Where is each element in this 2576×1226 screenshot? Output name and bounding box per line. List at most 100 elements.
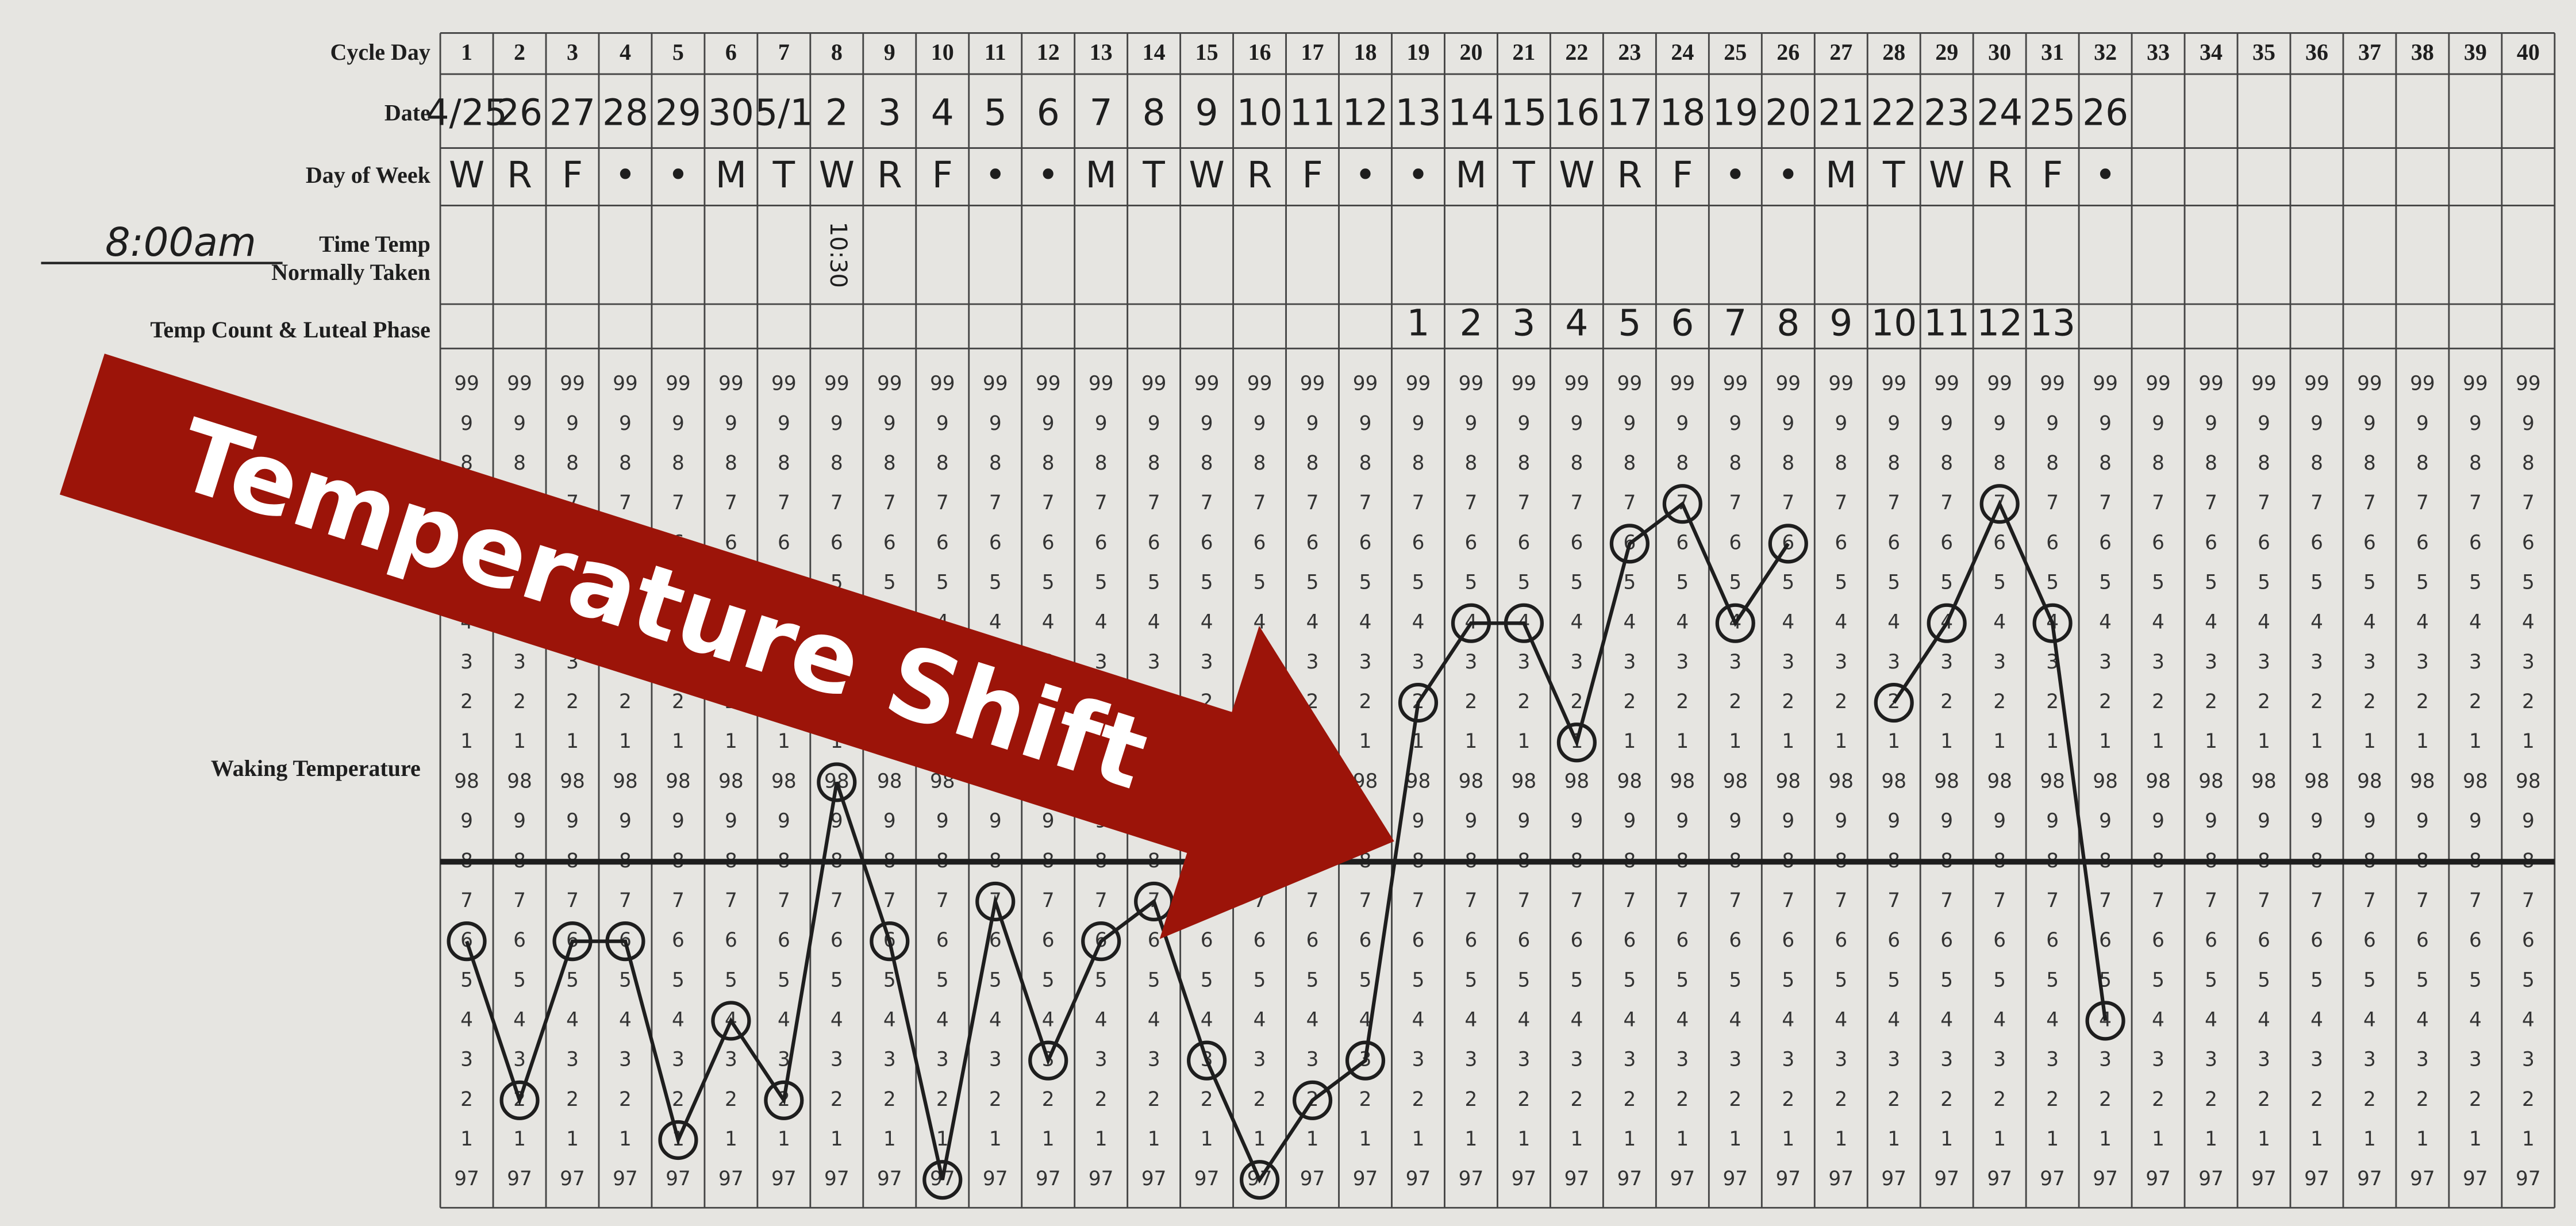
y-tick-label: 1 — [1623, 1128, 1636, 1151]
y-tick-label: 6 — [1518, 929, 1531, 952]
y-tick-label: 9 — [1623, 412, 1636, 435]
y-tick-label: 6 — [1465, 929, 1478, 952]
y-tick-label: 7 — [989, 491, 1002, 514]
y-tick-label: 6 — [989, 531, 1002, 554]
y-tick-label: 99 — [1247, 372, 1272, 395]
y-tick-label: 5 — [1412, 968, 1425, 991]
y-tick-label: 6 — [1148, 531, 1160, 554]
y-tick-label: 6 — [883, 531, 896, 554]
y-tick-label: 4 — [1042, 611, 1055, 634]
y-tick-label: 4 — [1623, 1008, 1636, 1031]
y-tick-label: 9 — [831, 412, 843, 435]
y-tick-label: 7 — [1465, 491, 1478, 514]
date: 19 — [1712, 91, 1758, 133]
y-tick-label: 3 — [2469, 1048, 2482, 1071]
y-tick-label: 99 — [2357, 372, 2382, 395]
cycle-day: 26 — [1777, 39, 1800, 65]
y-tick-label: 1 — [1570, 1128, 1583, 1151]
y-tick-label: 98 — [2357, 770, 2382, 793]
y-tick-label: 2 — [1623, 1088, 1636, 1111]
temperature-point — [552, 921, 593, 962]
y-tick-label: 3 — [2469, 651, 2482, 674]
temp-count: 13 — [2029, 302, 2075, 344]
y-tick-label: 4 — [1412, 1008, 1425, 1031]
y-tick-label: 7 — [1412, 889, 1425, 912]
y-tick-label: 3 — [1412, 651, 1425, 674]
y-tick-label: 9 — [619, 412, 632, 435]
cycle-day: 3 — [567, 39, 578, 65]
y-tick-label: 3 — [1623, 1048, 1636, 1071]
y-tick-label: 98 — [1512, 770, 1537, 793]
y-tick-label: 4 — [1201, 1008, 1213, 1031]
temperature-line — [465, 501, 1790, 1184]
y-tick-label: 1 — [460, 1128, 473, 1151]
y-tick-label: 2 — [1201, 1088, 1213, 1111]
y-tick-label: 3 — [2205, 651, 2217, 674]
y-tick-label: 1 — [2258, 730, 2270, 753]
y-tick-label: 5 — [2099, 571, 2112, 594]
y-tick-label: 1 — [1729, 1128, 1741, 1151]
y-tick-label: 6 — [1412, 531, 1425, 554]
time-note: 10:30 — [825, 222, 851, 288]
temp-count: 12 — [1977, 302, 2023, 344]
date: 26 — [497, 91, 543, 133]
y-tick-label: 5 — [1729, 968, 1741, 991]
y-tick-label: 1 — [2205, 1128, 2217, 1151]
y-tick-label: 4 — [672, 1008, 685, 1031]
y-tick-label: 8 — [1359, 452, 1372, 475]
y-tick-label: 99 — [1300, 372, 1325, 395]
y-tick-label: 8 — [1940, 452, 1953, 475]
y-tick-label: 9 — [2522, 810, 2535, 833]
y-tick-label: 97 — [877, 1167, 902, 1190]
y-tick-label: 8 — [1306, 452, 1319, 475]
y-tick-label: 8 — [778, 452, 790, 475]
y-tick-label: 6 — [2152, 531, 2164, 554]
y-tick-label: 99 — [2304, 372, 2329, 395]
y-tick-label: 3 — [2152, 651, 2164, 674]
y-tick-label: 7 — [619, 491, 632, 514]
y-tick-label: 98 — [1459, 770, 1484, 793]
y-tick-label: 3 — [883, 1048, 896, 1071]
y-tick-label: 5 — [989, 571, 1002, 594]
y-tick-label: 9 — [2469, 412, 2482, 435]
y-tick-label: 8 — [1095, 452, 1108, 475]
temperature-point — [1028, 1040, 1068, 1081]
y-tick-label: 5 — [1465, 571, 1478, 594]
y-tick-label: 98 — [666, 770, 691, 793]
y-tick-label: 6 — [936, 929, 949, 952]
y-tick-label: 8 — [672, 452, 685, 475]
y-tick-label: 4 — [1042, 1008, 1055, 1031]
y-tick-label: 3 — [1993, 651, 2006, 674]
date: 25 — [2029, 91, 2075, 133]
y-tick-label: 6 — [1835, 531, 1847, 554]
y-tick-label: 2 — [1042, 1088, 1055, 1111]
y-tick-label: 4 — [1201, 611, 1213, 634]
temperature-point — [1927, 603, 1967, 643]
cycle-day: 36 — [2305, 39, 2328, 65]
y-tick-label: 98 — [2093, 770, 2118, 793]
y-tick-label: 4 — [1993, 1008, 2006, 1031]
y-tick-label: 5 — [1782, 571, 1794, 594]
y-tick-label: 4 — [2416, 1008, 2429, 1031]
day-of-week: M — [716, 154, 747, 196]
temp-count: 5 — [1618, 302, 1641, 344]
y-tick-label: 4 — [1306, 1008, 1319, 1031]
y-tick-label: 7 — [2522, 491, 2535, 514]
y-tick-label: 2 — [1940, 690, 1953, 713]
cycle-day: 19 — [1406, 39, 1429, 65]
y-tick-label: 8 — [1201, 452, 1213, 475]
y-tick-label: 9 — [619, 810, 632, 833]
y-tick-label: 3 — [2258, 1048, 2270, 1071]
y-tick-label: 7 — [1042, 889, 1055, 912]
y-tick-label: 2 — [1782, 1088, 1794, 1111]
y-tick-label: 7 — [2469, 491, 2482, 514]
y-tick-label: 4 — [1359, 1008, 1372, 1031]
day-of-week: T — [772, 154, 795, 196]
y-tick-label: 8 — [725, 452, 737, 475]
y-tick-label: 7 — [2258, 889, 2270, 912]
y-tick-label: 7 — [883, 889, 896, 912]
y-tick-label: 3 — [1729, 1048, 1741, 1071]
cycle-day: 33 — [2147, 39, 2170, 65]
y-tick-label: 99 — [983, 372, 1008, 395]
day-of-week: • — [1725, 154, 1746, 196]
